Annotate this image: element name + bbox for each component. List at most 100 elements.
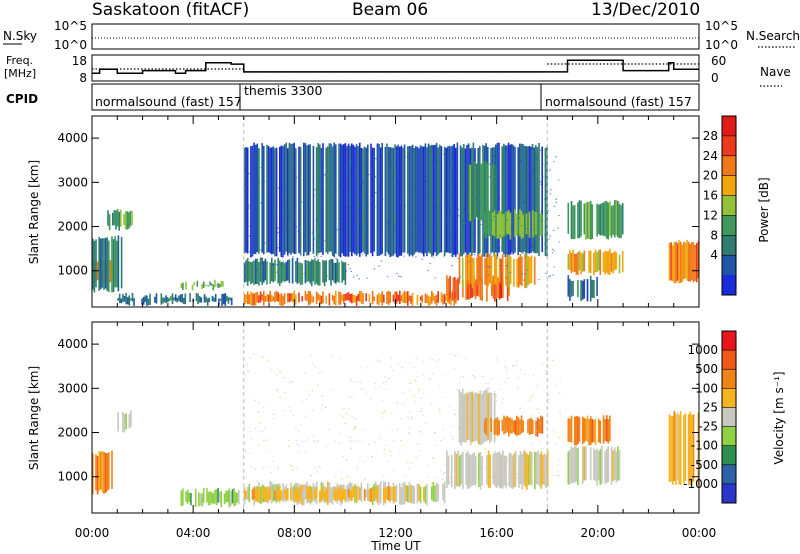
power-noise-cell bbox=[520, 160, 522, 162]
velocity-noise-cell bbox=[249, 452, 251, 454]
velocity-region-9 bbox=[567, 445, 621, 486]
power-cell bbox=[544, 148, 547, 256]
time-tick-label: 20:00 bbox=[581, 526, 616, 540]
power-noise-cell bbox=[470, 254, 472, 256]
power-noise-cell bbox=[345, 149, 347, 151]
power-noise-cell bbox=[419, 180, 422, 182]
velocity-noise-cell bbox=[512, 365, 514, 367]
velocity-cell bbox=[514, 420, 516, 435]
velocity-noise-cell bbox=[400, 418, 402, 420]
power-cell bbox=[519, 254, 522, 285]
power-cell bbox=[389, 291, 391, 304]
power-cell bbox=[325, 147, 327, 253]
velocity-noise-cell bbox=[510, 462, 513, 464]
velocity-noise-cell bbox=[513, 456, 516, 458]
velocity-colorbar-label: Velocity [m s⁻¹] bbox=[772, 371, 786, 464]
power-noise-cell bbox=[256, 269, 258, 271]
power-cell bbox=[506, 275, 509, 302]
velocity-cell bbox=[492, 454, 495, 485]
velocity-noise-cell bbox=[519, 407, 522, 409]
power-cell bbox=[185, 281, 187, 290]
power-cell bbox=[459, 145, 462, 257]
velocity-noise-cell bbox=[344, 423, 346, 425]
velocity-noise-cell bbox=[440, 440, 442, 442]
velocity-noise-cell bbox=[379, 386, 381, 388]
velocity-noise-cell bbox=[404, 475, 406, 477]
colorbar-frame bbox=[721, 330, 737, 504]
power-cell bbox=[279, 294, 281, 305]
power-noise-cell bbox=[468, 214, 470, 216]
velocity-cell bbox=[536, 417, 539, 437]
velocity-noise-cell bbox=[248, 357, 251, 359]
power-noise-cell bbox=[396, 217, 398, 219]
nsky-bars bbox=[93, 31, 698, 49]
velocity-noise-cell bbox=[516, 473, 518, 475]
velocity-noise-cell bbox=[408, 427, 411, 429]
power-cell bbox=[93, 240, 96, 293]
velocity-noise-cell bbox=[267, 359, 269, 361]
velocity-cell bbox=[320, 489, 323, 501]
power-noise-cell bbox=[493, 155, 495, 157]
power-cell bbox=[261, 294, 263, 301]
power-noise-cell bbox=[325, 159, 327, 161]
power-cell bbox=[343, 262, 345, 281]
velocity-cell bbox=[487, 450, 490, 488]
power-cell bbox=[519, 209, 521, 237]
power-cell bbox=[144, 295, 147, 303]
power-cell bbox=[341, 144, 343, 254]
power-noise-cell bbox=[509, 271, 512, 274]
power-cell bbox=[395, 146, 398, 257]
velocity-cell bbox=[432, 481, 435, 502]
power-noise-cell bbox=[350, 192, 353, 195]
power-noise-cell bbox=[349, 169, 352, 172]
power-noise-cell bbox=[482, 151, 484, 153]
power-noise-cell bbox=[361, 180, 364, 182]
velocity-cell bbox=[530, 418, 532, 435]
velocity-noise-cell bbox=[400, 439, 402, 442]
power-cell bbox=[601, 203, 603, 236]
velocity-cell bbox=[234, 491, 237, 506]
power-cell bbox=[387, 290, 390, 306]
velocity-noise-cell bbox=[531, 460, 533, 462]
velocity-noise-cell bbox=[504, 381, 507, 383]
velocity-noise-cell bbox=[510, 477, 512, 479]
power-noise-cell bbox=[316, 220, 318, 222]
power-cell bbox=[198, 296, 201, 303]
velocity-cell bbox=[495, 418, 497, 435]
power-cell bbox=[429, 296, 431, 305]
power-cell bbox=[383, 294, 385, 303]
velocity-cell bbox=[379, 481, 382, 500]
power-noise-cell bbox=[305, 147, 307, 149]
power-noise-cell bbox=[526, 269, 529, 271]
power-cell bbox=[298, 146, 300, 254]
power-noise-cell bbox=[374, 176, 377, 178]
power-cell bbox=[111, 236, 113, 293]
power-noise-cell bbox=[549, 275, 551, 277]
power-noise-cell bbox=[344, 160, 347, 162]
power-noise-cell bbox=[316, 246, 318, 248]
power-noise-cell bbox=[316, 256, 318, 258]
nave-line bbox=[92, 63, 699, 73]
power-cell bbox=[338, 291, 340, 305]
power-noise-cell bbox=[470, 170, 473, 172]
power-noise-cell bbox=[551, 252, 554, 254]
power-cell bbox=[434, 144, 436, 253]
power-cell bbox=[254, 292, 257, 306]
velocity-cell bbox=[392, 486, 395, 502]
power-noise-cell bbox=[388, 201, 390, 203]
power-cell bbox=[352, 144, 355, 253]
velocity-cell bbox=[585, 446, 587, 481]
velocity-noise-cell bbox=[338, 433, 341, 435]
power-noise-cell bbox=[544, 226, 547, 229]
velocity-cell bbox=[238, 489, 240, 505]
nave-tick-top: 60 bbox=[711, 54, 726, 68]
velocity-noise-cell bbox=[483, 411, 485, 413]
power-cell bbox=[272, 146, 275, 254]
power-cell bbox=[403, 290, 406, 304]
power-noise-cell bbox=[261, 162, 263, 164]
velocity-noise-cell bbox=[419, 450, 421, 452]
power-cell bbox=[263, 261, 265, 283]
power-cell bbox=[218, 284, 221, 288]
power-noise-cell bbox=[277, 227, 279, 229]
power-cell bbox=[452, 277, 455, 299]
